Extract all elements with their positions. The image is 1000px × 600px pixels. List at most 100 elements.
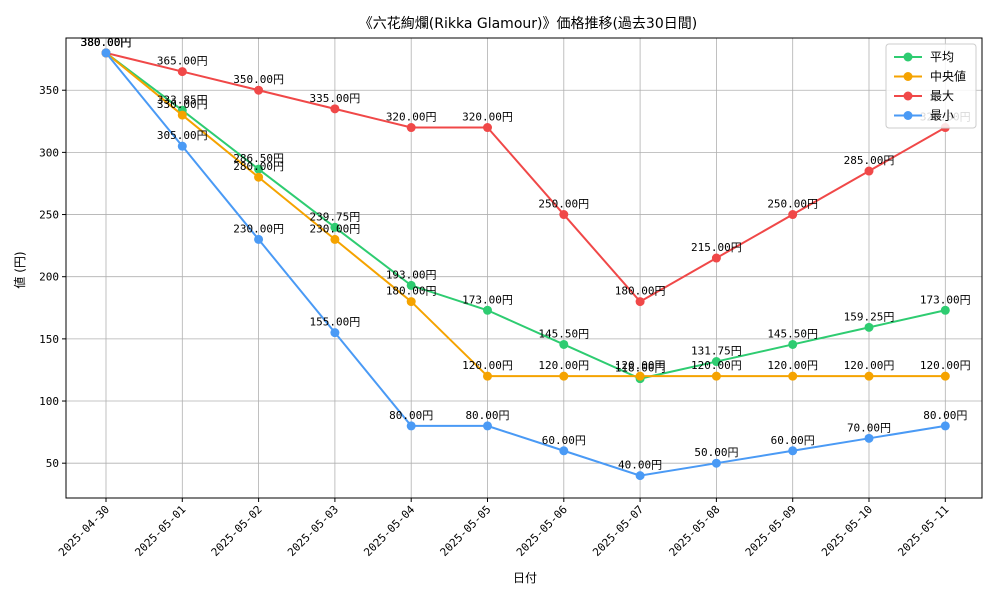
data-point: [177, 67, 187, 77]
y-tick-label: 250: [39, 209, 59, 222]
data-point: [559, 446, 569, 456]
data-point: [330, 328, 340, 338]
data-label: 365.00円: [157, 55, 208, 68]
data-point: [788, 371, 798, 381]
data-label: 120.00円: [844, 359, 895, 372]
data-label: 335.00円: [310, 92, 361, 105]
data-point: [406, 421, 416, 431]
data-label: 320.00円: [462, 111, 513, 124]
data-label: 80.00円: [923, 409, 967, 422]
data-point: [864, 433, 874, 443]
data-point: [711, 458, 721, 468]
series-line: [105, 51, 946, 303]
data-label: 40.00円: [618, 459, 662, 472]
data-point: [711, 253, 721, 263]
y-tick-label: 100: [39, 395, 59, 408]
data-point: [864, 371, 874, 381]
data-label: 145.50円: [538, 327, 589, 340]
data-label: 120.00円: [615, 359, 666, 372]
data-label: 230.00円: [310, 222, 361, 235]
legend-marker: [903, 72, 913, 81]
legend-marker: [903, 111, 913, 120]
y-axis-title: 値 (円): [12, 251, 27, 288]
grid: [66, 38, 982, 498]
series-line: [105, 52, 946, 380]
data-point: [864, 322, 874, 332]
data-label: 159.25円: [844, 310, 895, 323]
data-label: 120.00円: [691, 359, 742, 372]
data-point: [635, 297, 645, 307]
data-label: 320.00円: [386, 111, 437, 124]
data-label: 173.00円: [920, 293, 971, 306]
data-label: 380.00円: [81, 36, 132, 49]
data-label: 155.00円: [310, 316, 361, 329]
data-point: [406, 280, 416, 290]
data-point: [254, 164, 264, 174]
data-label: 60.00円: [771, 434, 815, 447]
chart-title: 《六花絢爛(Rikka Glamour)》価格推移(過去30日間): [359, 15, 697, 32]
data-point: [711, 371, 721, 381]
legend-entry: 中央値: [930, 69, 966, 84]
data-point: [559, 210, 569, 220]
data-point: [711, 357, 721, 367]
data-label: 239.75円: [310, 210, 361, 223]
data-point: [483, 123, 492, 133]
data-label: 350.00円: [233, 73, 284, 86]
data-point: [254, 172, 264, 182]
data-point: [788, 339, 798, 349]
data-label: 380.00円: [81, 36, 132, 49]
data-label: 280.00円: [233, 160, 284, 173]
data-label: 80.00円: [389, 409, 433, 422]
legend-box: [885, 43, 977, 129]
data-point: [177, 141, 187, 151]
data-point: [254, 234, 264, 244]
legend-entry: 平均: [930, 50, 954, 64]
data-label: 285.00円: [844, 154, 895, 167]
data-label: 131.75円: [691, 345, 742, 358]
data-label: 333.85円: [157, 93, 208, 106]
data-label: 173.00円: [462, 293, 513, 306]
series-line: [105, 52, 946, 378]
data-point: [483, 371, 492, 381]
legend-entry: 最大: [930, 89, 954, 103]
data-label: 250.00円: [538, 198, 589, 211]
data-label: 80.00円: [465, 409, 509, 422]
data-point: [559, 339, 569, 349]
data-labels: 380.00円 333.85円 286.50円 239.75円 193.00円 173.0…: [81, 36, 971, 472]
data-label: 120.00円: [462, 359, 513, 372]
data-point: [406, 297, 416, 307]
y-tick-label: 200: [39, 271, 59, 284]
legend-entry: 最小: [930, 109, 954, 123]
y-tick-label: 300: [39, 146, 59, 159]
data-point: [483, 305, 492, 315]
data-label: 286.50円: [233, 152, 284, 165]
data-label: 70.00円: [847, 421, 891, 434]
legend-marker: [903, 52, 913, 62]
data-point: [864, 166, 874, 176]
x-axis-title: 日付: [513, 571, 537, 585]
data-label: 380.00円: [81, 36, 132, 49]
data-label: 330.00円: [157, 98, 208, 111]
data-point: [483, 421, 492, 431]
data-point: [788, 446, 798, 456]
data-label: 60.00円: [542, 434, 586, 447]
series-line: [105, 52, 946, 477]
data-point: [940, 421, 950, 431]
data-label: 180.00円: [386, 285, 437, 298]
data-point: [101, 48, 111, 58]
legend-marker: [903, 91, 913, 101]
data-label: 305.00円: [157, 129, 208, 142]
data-point: [406, 123, 416, 133]
data-point: [940, 305, 950, 315]
y-tick-label: 50: [46, 457, 59, 470]
y-tick-label: 150: [39, 333, 59, 346]
y-tick-label: 350: [39, 84, 59, 97]
data-label: 250.00円: [767, 198, 818, 211]
series-4: [101, 48, 950, 481]
data-label: 50.00円: [694, 446, 738, 459]
data-label: 145.50円: [767, 327, 818, 340]
data-label: 193.00円: [386, 268, 437, 281]
